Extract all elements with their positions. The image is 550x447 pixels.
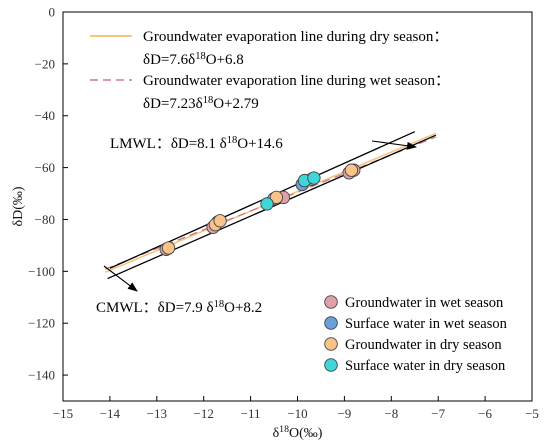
series-3-point — [260, 197, 274, 211]
y-tick-label: −60 — [35, 160, 55, 175]
series-2-point — [344, 163, 359, 177]
legend-label-3: Surface water in dry season — [345, 358, 506, 374]
series-2-point — [213, 214, 227, 228]
series-2-point — [269, 190, 284, 205]
wet-evap-title: Groundwater evaporation line during wet … — [143, 73, 450, 89]
y-tick-label: −120 — [28, 316, 55, 331]
y-axis-title: δD(‰) — [11, 186, 26, 226]
dry-evap-equation: δD=7.6δ18O+6.8 — [143, 51, 244, 69]
legend-marker-0 — [324, 295, 338, 309]
legend: Groundwater in wet season Surface water i… — [324, 295, 508, 374]
x-tick-label: −10 — [287, 406, 307, 421]
x-tick-label: −15 — [53, 406, 73, 421]
x-tick-label: −12 — [194, 406, 214, 421]
data-points — [159, 163, 361, 256]
x-axis-title: δ18O(‰) — [273, 424, 323, 442]
x-tick-label: −7 — [431, 406, 445, 421]
x-tick-label: −6 — [478, 406, 492, 421]
cmwl-arrow — [103, 265, 138, 292]
x-tick-label: −5 — [525, 406, 539, 421]
x-tick-label: −13 — [147, 406, 167, 421]
legend-marker-3 — [324, 358, 338, 372]
legend-label-0: Groundwater in wet season — [345, 295, 504, 311]
wet-evap-equation: δD=7.23δ18O+2.79 — [143, 95, 259, 113]
x-tick-label: −11 — [241, 406, 261, 421]
x-tick-label: −9 — [337, 406, 351, 421]
y-tick-label: −80 — [35, 212, 55, 227]
y-tick-label: −40 — [35, 108, 55, 123]
legend-label-1: Surface water in wet season — [345, 316, 508, 332]
y-tick-label: −140 — [28, 368, 55, 383]
cmwl-label: CMWL：δD=7.9 δ18O+8.2 — [96, 299, 262, 317]
y-tick-label: −100 — [28, 264, 55, 279]
ticks: −15 −14 −13 −12 −11 −10 −9 −8 −7 −6 −5 0 −20 −40 −60 −8… — [11, 5, 539, 442]
lmwl-arrow — [371, 140, 417, 150]
dry-evap-title: Groundwater evaporation line during dry … — [143, 29, 448, 45]
y-tick-label: 0 — [49, 5, 56, 20]
annotations: Groundwater evaporation line during dry … — [90, 29, 450, 316]
legend-marker-1 — [324, 316, 338, 330]
lmwl-label: LMWL：δD=8.1 δ18O+14.6 — [110, 135, 283, 153]
y-tick-label: −20 — [35, 56, 55, 71]
legend-label-2: Groundwater in dry season — [345, 337, 502, 353]
x-tick-label: −14 — [100, 406, 121, 421]
x-tick-label: −8 — [384, 406, 398, 421]
series-2-point — [161, 241, 176, 255]
series-3-point — [307, 171, 321, 185]
legend-marker-2 — [324, 337, 338, 351]
